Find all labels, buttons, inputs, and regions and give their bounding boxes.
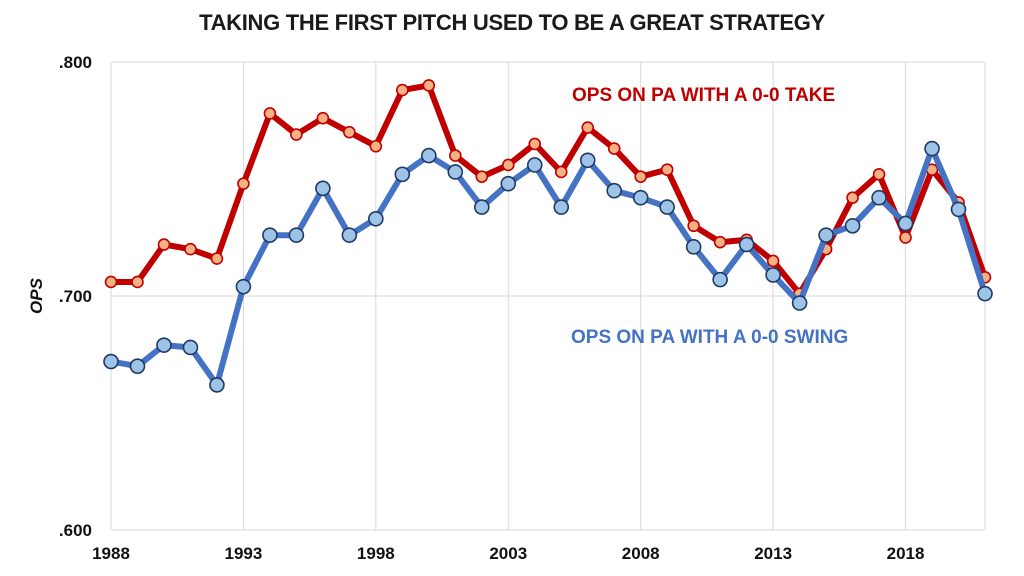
- data-point: [553, 199, 570, 215]
- data-point: [368, 210, 384, 227]
- data-point: [210, 252, 224, 265]
- y-tick-label: .800: [59, 53, 92, 72]
- series-label-swing: OPS ON PA WITH A 0-0 SWING: [571, 327, 848, 348]
- data-point: [897, 215, 914, 232]
- y-tick-label: .600: [59, 521, 92, 540]
- series-line: [108, 145, 988, 388]
- data-point: [818, 227, 834, 243]
- data-point: [687, 219, 700, 233]
- data-point: [659, 199, 675, 215]
- series-layer: [103, 79, 993, 393]
- data-point: [422, 79, 436, 92]
- x-tick-label: 1988: [92, 544, 130, 563]
- data-point: [447, 164, 464, 180]
- data-point: [184, 242, 197, 256]
- data-point: [660, 163, 674, 176]
- y-tick-labels: .600 .700 .800: [59, 53, 92, 540]
- data-point: [394, 166, 411, 183]
- data-point: [131, 275, 144, 289]
- data-point: [343, 125, 356, 139]
- data-point: [500, 175, 517, 192]
- data-point: [104, 275, 118, 289]
- data-point: [209, 377, 225, 393]
- data-point: [765, 267, 781, 283]
- series-swing: [103, 140, 993, 393]
- data-point: [872, 168, 886, 181]
- data-point: [579, 152, 596, 169]
- data-point: [528, 137, 542, 151]
- x-tick-label: 1998: [357, 544, 395, 563]
- data-point: [475, 170, 489, 183]
- data-point: [634, 170, 647, 183]
- series-label-take: OPS ON PA WITH A 0-0 TAKE: [572, 85, 835, 106]
- data-point: [129, 358, 146, 375]
- data-point: [950, 201, 967, 218]
- data-point: [871, 189, 887, 206]
- data-point: [341, 227, 358, 243]
- data-point: [766, 254, 780, 268]
- data-point: [632, 189, 649, 206]
- data-point: [290, 128, 303, 141]
- data-point: [844, 218, 861, 234]
- x-tick-labels: 1988 1993 1998 2003 2008 2013 2018: [92, 544, 924, 563]
- data-point: [846, 191, 859, 205]
- data-point: [526, 157, 543, 173]
- data-point: [182, 339, 199, 356]
- data-point: [262, 227, 278, 243]
- data-point: [713, 235, 727, 249]
- x-tick-label: 2003: [489, 544, 527, 563]
- data-point: [421, 147, 437, 164]
- data-point: [449, 149, 462, 162]
- data-point: [103, 353, 119, 370]
- data-point: [685, 239, 702, 255]
- x-tick-label: 2013: [754, 544, 792, 563]
- data-point: [396, 83, 409, 97]
- series-line: [108, 82, 988, 297]
- data-point: [157, 238, 171, 251]
- data-point: [712, 271, 728, 288]
- data-point: [501, 158, 515, 172]
- chart-title: TAKING THE FIRST PITCH USED TO BE A GREA…: [199, 10, 825, 35]
- y-axis-label: OPS: [27, 277, 46, 314]
- data-point: [899, 231, 912, 244]
- data-point: [263, 107, 277, 120]
- data-point: [369, 139, 383, 153]
- x-tick-label: 1993: [225, 544, 263, 563]
- data-point: [156, 337, 172, 353]
- data-point: [738, 236, 755, 253]
- data-point: [315, 180, 331, 197]
- data-point: [237, 177, 250, 190]
- data-point: [977, 285, 993, 302]
- y-tick-label: .700: [59, 287, 92, 306]
- data-point: [924, 140, 940, 157]
- data-point: [554, 165, 568, 179]
- data-point: [473, 199, 490, 215]
- data-point: [791, 295, 808, 311]
- data-point: [607, 142, 621, 155]
- data-point: [235, 278, 252, 295]
- x-tick-label: 2008: [622, 544, 660, 563]
- data-point: [606, 182, 623, 199]
- data-point: [581, 121, 595, 134]
- series-take: [104, 79, 992, 300]
- data-point: [288, 227, 305, 243]
- data-point: [316, 111, 330, 125]
- x-tick-label: 2018: [887, 544, 925, 563]
